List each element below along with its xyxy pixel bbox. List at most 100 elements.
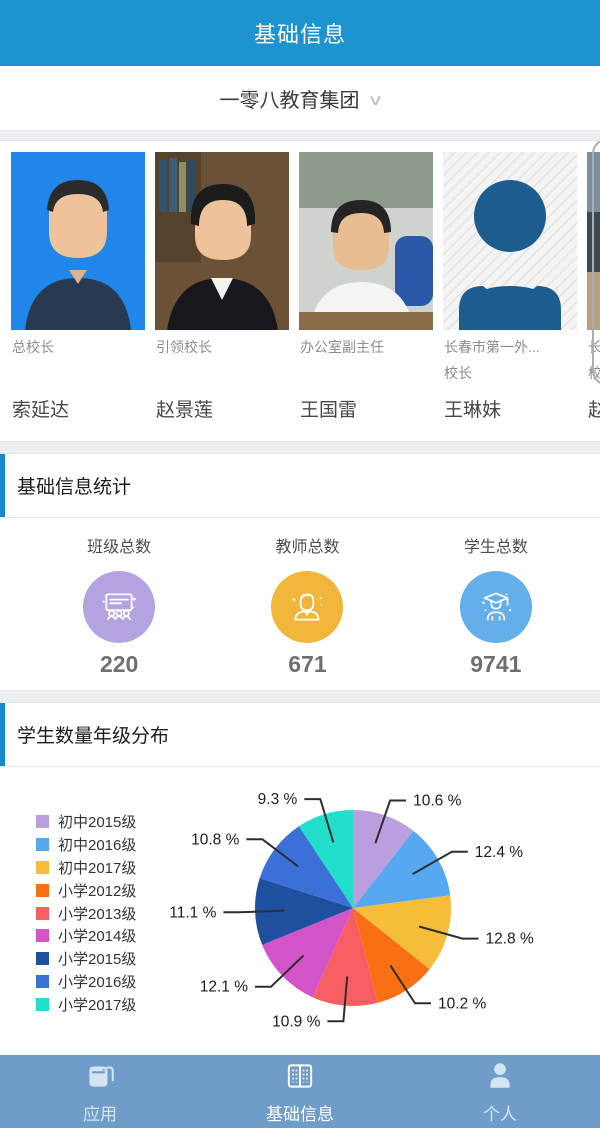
teacher-icon	[271, 571, 344, 643]
stat-item: 班级总数 220	[25, 517, 213, 690]
legend-item: 小学2016级	[36, 970, 136, 993]
divider	[0, 690, 600, 703]
legend-item: 小学2015级	[36, 947, 136, 970]
pie-slice	[255, 878, 353, 945]
school-name: 一零八教育集团	[219, 89, 360, 112]
stat-value: 671	[288, 651, 327, 677]
app-header: 基础信息	[0, 0, 600, 66]
stat-value: 9741	[470, 651, 522, 677]
legend-item: 小学2017级	[36, 993, 136, 1016]
tab-应用[interactable]: 应用	[0, 1055, 200, 1128]
chart-legend: 初中2015级 初中2016级 初中2017级 小学2012级 小学2013级 …	[36, 810, 136, 1016]
pie-slice-label: 12.1 %	[200, 979, 248, 996]
pie-slice-label: 10.2 %	[438, 995, 486, 1012]
staff-title: 总校长	[12, 339, 54, 355]
staff-card[interactable]: 引领校长 赵景莲	[155, 141, 289, 441]
legend-item: 初中2015级	[36, 810, 136, 833]
leader-line	[304, 798, 335, 843]
legend-label: 小学2015级	[58, 951, 137, 969]
divider	[0, 441, 600, 454]
legend-color-chip	[36, 998, 49, 1012]
legend-item: 小学2014级	[36, 924, 136, 947]
leader-line	[374, 799, 407, 844]
stat-label: 学生总数	[463, 539, 528, 556]
legend-label: 小学2017级	[58, 997, 137, 1015]
pie-chart: 10.6 % 12.4 % 12.8 % 10.2 % 10.9 % 12.1 % 11.1…	[0, 766, 600, 1047]
book-icon	[283, 1059, 317, 1098]
tab-label: 应用	[83, 1104, 117, 1124]
staff-name: 索延达	[12, 400, 70, 421]
stat-item: 教师总数 671	[213, 517, 401, 690]
legend-item: 小学2012级	[36, 879, 136, 902]
staff-card[interactable]: 办公室副主任 王国雷	[299, 141, 433, 441]
chart-card: 学生数量年级分布 10.6 % 12.4 % 12.8 % 10.2 % 10.9 % 1…	[0, 703, 600, 1047]
staff-card[interactable]: 总校长 索延达	[11, 141, 145, 441]
gap	[0, 1047, 600, 1055]
divider	[0, 130, 600, 141]
legend-color-chip	[36, 814, 49, 828]
stats-section-title: 基础信息统计	[17, 477, 132, 498]
staff-title: 长	[588, 339, 600, 355]
pie-slice	[259, 826, 353, 908]
chart-section-title: 学生数量年级分布	[17, 726, 170, 747]
pie-slice	[312, 908, 378, 1006]
pie-slice	[353, 810, 414, 908]
legend-label: 初中2015级	[58, 813, 137, 831]
pie-slice	[299, 810, 353, 908]
chart-card-header: 学生数量年级分布	[0, 703, 600, 767]
legend-color-chip	[36, 952, 49, 966]
staff-name: 赵景莲	[156, 400, 214, 421]
accent-bar	[0, 454, 5, 517]
stat-item: 学生总数 9741	[402, 517, 590, 690]
leader-line	[389, 964, 431, 1005]
pie-slice	[353, 895, 452, 970]
stats-row: 班级总数 220 教师总数 671 学生总数 9741	[25, 517, 590, 690]
legend-label: 小学2012级	[58, 882, 137, 900]
staff-title: 办公室副主任	[300, 339, 384, 355]
legend-label: 小学2013级	[58, 905, 137, 923]
leader-line	[412, 850, 468, 875]
legend-color-chip	[36, 929, 49, 943]
leader-line	[246, 838, 299, 868]
stats-card: 基础信息统计 班级总数 220 教师总数 671 学生总数 9741	[0, 454, 600, 690]
staff-card[interactable]: 长春市第一外... 校长 王琳妹	[443, 141, 577, 441]
leader-line	[255, 954, 305, 988]
tab-label: 个人	[483, 1104, 517, 1124]
staff-title-line2: 校长	[444, 365, 472, 381]
legend-color-chip	[36, 883, 49, 897]
leader-line	[223, 909, 285, 914]
woman-office-photo	[155, 152, 289, 330]
pie-slice-label: 10.6 %	[413, 793, 461, 810]
scroll-indicator	[592, 141, 600, 386]
graduate-icon	[459, 571, 532, 643]
legend-color-chip	[36, 975, 49, 989]
man-desk-photo	[299, 152, 433, 330]
staff-carousel[interactable]: 总校长 索延达 引领校长 赵景莲 办公室副主任 王国雷 长春市第一外.	[0, 141, 600, 441]
staff-name: 王琳妹	[444, 400, 502, 421]
staff-name: 王国雷	[300, 400, 358, 421]
pie-slice	[353, 830, 451, 908]
avatar-placeholder	[443, 152, 577, 330]
man-blue-id-photo	[11, 152, 145, 330]
staff-name: 赵	[588, 400, 600, 421]
pie-slice-label: 12.8 %	[486, 931, 534, 948]
page-title: 基础信息	[253, 22, 346, 47]
pie-slice-label: 9.3 %	[258, 791, 298, 808]
pie-chart-svg: 10.6 % 12.4 % 12.8 % 10.2 % 10.9 % 12.1 % 11.1…	[169, 791, 534, 1030]
person-icon	[483, 1059, 517, 1098]
legend-label: 初中2017级	[58, 859, 137, 877]
tab-基础信息[interactable]: 基础信息	[200, 1055, 400, 1128]
tab-label: 基础信息	[266, 1104, 334, 1124]
legend-color-chip	[36, 906, 49, 920]
classroom-icon	[83, 571, 156, 643]
tab-个人[interactable]: 个人	[400, 1055, 600, 1128]
school-selector[interactable]: 一零八教育集团 ∨	[0, 66, 600, 130]
legend-label: 小学2014级	[58, 928, 137, 946]
legend-item: 初中2016级	[36, 833, 136, 856]
legend-item: 小学2013级	[36, 902, 136, 925]
apps-icon	[83, 1059, 117, 1098]
stat-label: 教师总数	[275, 539, 340, 556]
stats-card-header: 基础信息统计	[0, 454, 600, 518]
pie-slice	[353, 908, 430, 1003]
